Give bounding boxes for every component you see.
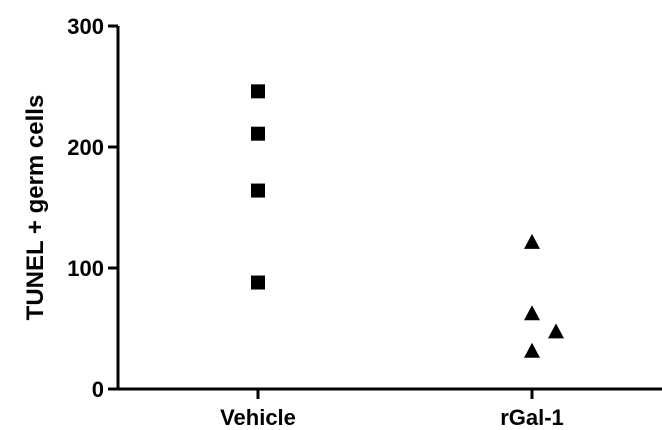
axes: 0 100 200 300 Vehicle rGal-1 [67,14,662,430]
data-point-triangle [548,323,564,339]
y-tick-label: 100 [67,256,104,281]
data-point-triangle [524,233,540,249]
x-tick-label: rGal-1 [500,405,564,430]
y-tick-label: 300 [67,14,104,39]
data-point-square [251,275,265,290]
data-point-triangle [524,342,540,358]
data-point-square [251,126,265,141]
data-point-square [251,84,265,99]
x-tick-label: Vehicle [220,405,296,430]
data-point-square [251,183,265,198]
data-point-triangle [524,305,540,321]
y-tick-label: 200 [67,135,104,160]
y-axis-title: TUNEL + germ cells [22,95,49,321]
y-tick-label: 0 [92,377,104,402]
data-points [251,84,564,358]
